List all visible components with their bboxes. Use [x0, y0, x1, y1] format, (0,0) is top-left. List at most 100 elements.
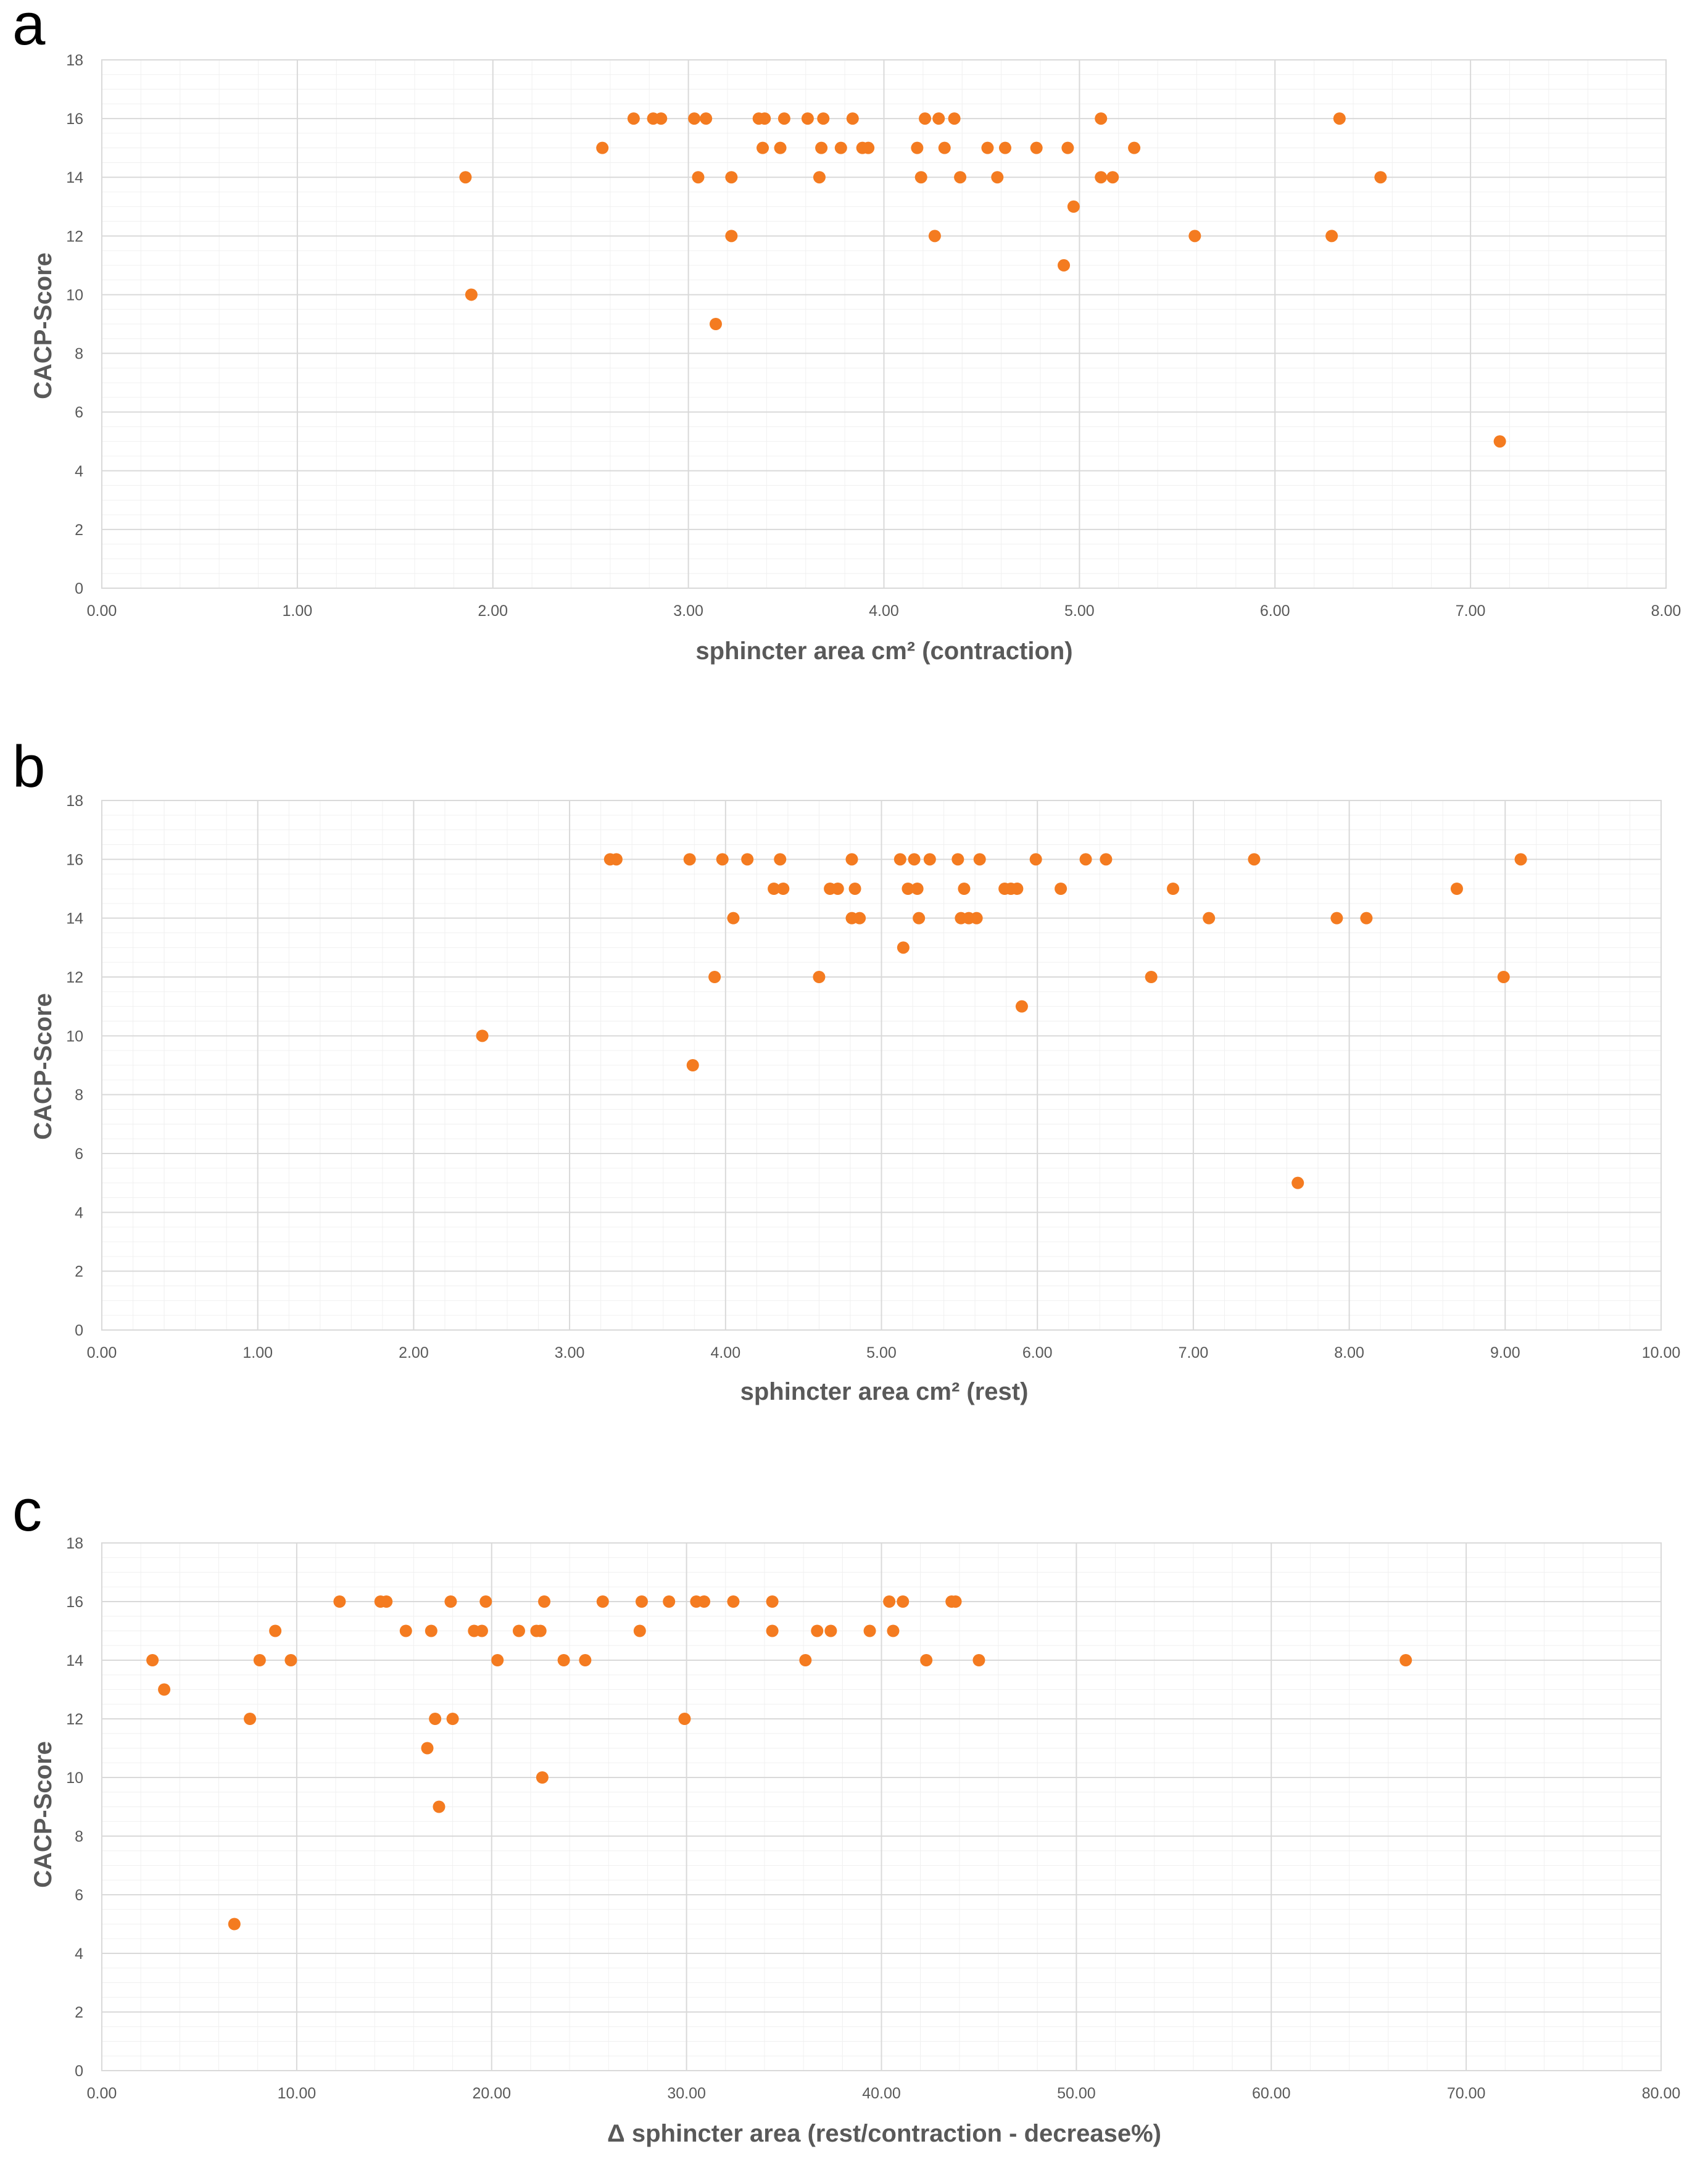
y-tick-label: 16: [66, 851, 83, 868]
data-point: [1325, 230, 1338, 243]
data-point: [727, 912, 740, 925]
y-tick-label: 18: [66, 52, 83, 69]
y-tick-label: 6: [75, 1145, 83, 1163]
x-tick-label: 1.00: [243, 1344, 273, 1361]
data-point: [1029, 853, 1042, 866]
y-tick-label: 8: [75, 346, 83, 363]
data-point: [1399, 1654, 1412, 1666]
x-tick-label: 60.00: [1252, 2085, 1291, 2102]
x-tick-label: 3.00: [673, 602, 703, 620]
panel-b-y-axis-title: CACP-Score: [30, 993, 57, 1140]
data-point: [919, 112, 932, 125]
panel-a-chart: a 0.00 1.00 2.00 3.00 4.00 5.00 6.00 7.00 8.00 0…: [12, 0, 1681, 665]
data-point: [465, 288, 478, 301]
data-point: [1330, 912, 1343, 925]
x-tick-label: 8.00: [1651, 602, 1681, 620]
x-tick-label: 9.00: [1490, 1344, 1520, 1361]
data-point: [579, 1654, 592, 1666]
y-tick-label: 18: [66, 792, 83, 810]
x-tick-label: 6.00: [1260, 602, 1290, 620]
data-point: [253, 1654, 266, 1666]
data-point: [1203, 912, 1216, 925]
data-point: [911, 141, 924, 154]
y-tick-label: 18: [66, 1535, 83, 1552]
x-tick-label: 2.00: [399, 1344, 429, 1361]
data-point: [716, 853, 729, 866]
data-point: [813, 971, 826, 983]
data-point: [596, 1595, 609, 1608]
data-point: [848, 883, 861, 895]
data-point: [813, 171, 826, 184]
data-point: [920, 1654, 933, 1666]
panel-c-y-axis-title: CACP-Score: [30, 1741, 57, 1888]
x-tick-label: 2.00: [478, 602, 508, 620]
data-point: [846, 112, 859, 125]
data-point: [883, 1595, 896, 1608]
data-point: [425, 1624, 437, 1637]
data-point: [655, 112, 668, 125]
data-point: [512, 1624, 525, 1637]
data-point: [627, 112, 640, 125]
data-point: [834, 141, 847, 154]
data-point: [951, 853, 964, 866]
data-point: [831, 883, 844, 895]
data-point: [972, 1654, 985, 1666]
data-point: [446, 1713, 459, 1725]
data-point: [817, 112, 830, 125]
x-tick-label: 40.00: [862, 2085, 901, 2102]
panel-label-a: a: [12, 0, 46, 57]
x-tick-label: 10.00: [278, 2085, 317, 2102]
data-point: [1497, 971, 1510, 983]
data-point: [768, 883, 781, 895]
data-point: [269, 1624, 282, 1637]
data-point: [228, 1918, 241, 1931]
data-point: [1061, 141, 1074, 154]
x-tick-label: 4.00: [869, 602, 899, 620]
data-point: [158, 1683, 171, 1696]
x-tick-label: 3.00: [555, 1344, 585, 1361]
panel-a-y-axis-title: CACP-Score: [30, 252, 57, 399]
data-point: [970, 912, 983, 925]
data-point: [1374, 171, 1387, 184]
x-tick-label: 30.00: [667, 2085, 706, 2102]
x-tick-label: 6.00: [1022, 1344, 1053, 1361]
x-tick-label: 8.00: [1334, 1344, 1364, 1361]
data-point: [948, 112, 961, 125]
x-tick-label: 0.00: [87, 1344, 117, 1361]
data-point: [557, 1654, 570, 1666]
x-tick-label: 0.00: [87, 602, 117, 620]
data-point: [686, 1059, 699, 1071]
data-point: [1095, 171, 1108, 184]
data-point: [887, 1624, 900, 1637]
data-point: [708, 971, 721, 983]
data-point: [1450, 883, 1463, 895]
x-tick-label: 7.00: [1456, 602, 1486, 620]
x-tick-label: 5.00: [866, 1344, 897, 1361]
data-point: [635, 1595, 648, 1608]
y-tick-label: 0: [75, 1322, 83, 1339]
y-tick-label: 10: [66, 1028, 83, 1045]
x-tick-label: 7.00: [1179, 1344, 1209, 1361]
data-point: [633, 1624, 646, 1637]
data-point: [399, 1624, 412, 1637]
data-point: [1106, 171, 1119, 184]
panel-c-x-axis-title: Δ sphincter area (rest/contraction - dec…: [607, 2120, 1161, 2147]
data-point: [429, 1713, 442, 1725]
data-point: [1167, 883, 1180, 895]
data-point: [1079, 853, 1092, 866]
data-point: [700, 112, 713, 125]
data-point: [1011, 883, 1024, 895]
plot-frame: [101, 1542, 1662, 2071]
y-tick-label: 16: [66, 1594, 83, 1611]
data-point: [476, 1029, 489, 1042]
data-point: [688, 112, 701, 125]
data-point: [897, 941, 910, 954]
panel-a-x-axis-title: sphincter area cm² (contraction): [695, 638, 1072, 665]
y-tick-label: 12: [66, 228, 83, 245]
plot-frame: [101, 800, 1662, 1331]
panel-label-c: c: [12, 1478, 42, 1544]
y-tick-label: 8: [75, 1087, 83, 1104]
data-point: [741, 853, 754, 866]
data-point: [998, 141, 1011, 154]
